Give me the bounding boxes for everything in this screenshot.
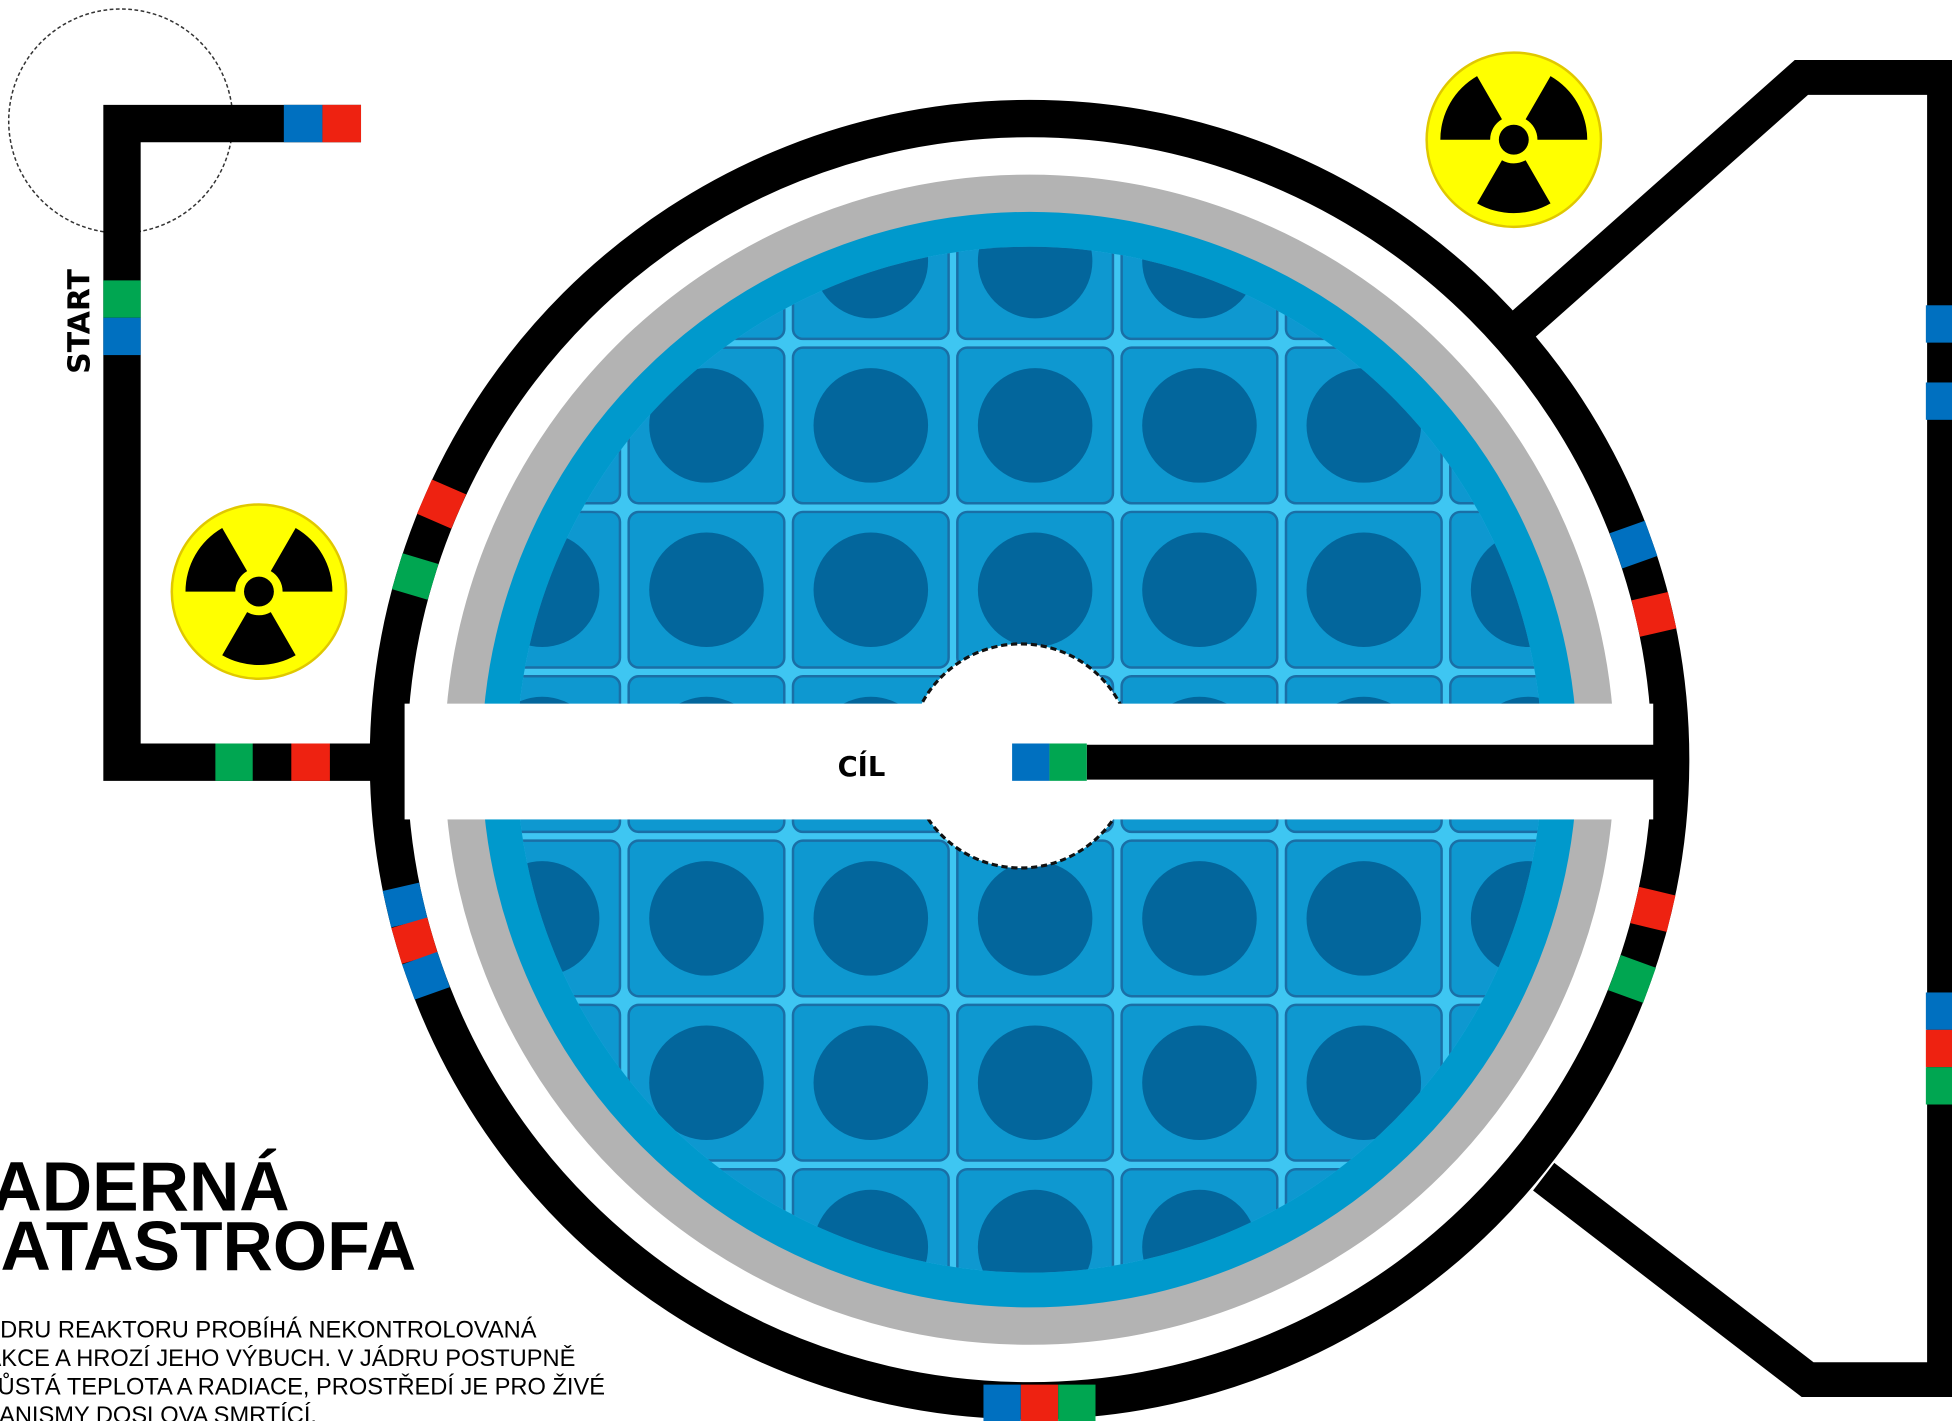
marker-green: [103, 280, 140, 317]
fuel-rod: [1142, 1025, 1257, 1140]
fuel-rod: [978, 532, 1093, 647]
fuel-rod: [978, 368, 1093, 483]
marker-green: [215, 743, 252, 780]
fuel-rod: [1307, 861, 1422, 976]
fuel-rod: [1635, 368, 1750, 483]
marker-blue: [1012, 743, 1049, 780]
marker-blue: [983, 1385, 1020, 1421]
finish-label: CÍL: [838, 751, 886, 783]
fuel-rod: [1635, 1354, 1750, 1421]
marker-green: [1926, 1067, 1952, 1104]
fuel-rod: [1471, 1354, 1586, 1421]
marker-red: [291, 743, 330, 780]
marker-blue: [1926, 992, 1952, 1029]
fuel-rod: [978, 861, 1093, 976]
description-line: REAKCE A HROZÍ JEHO VÝBUCH. V JÁDRU POST…: [0, 1345, 575, 1372]
title-line: KATASTROFA: [0, 1207, 416, 1285]
fuel-rod: [814, 861, 929, 976]
fuel-tile: [1615, 1005, 1771, 1161]
marker-red: [1926, 1030, 1952, 1067]
radiation-symbol: [1427, 53, 1601, 227]
fuel-rod: [1142, 861, 1257, 976]
fuel-rod: [814, 532, 929, 647]
hazard-center: [244, 577, 274, 607]
game-board: START CÍL JADERNÁ KATASTROFA V JÁDRU REA…: [0, 0, 1952, 1421]
fuel-tile: [1615, 348, 1771, 504]
fuel-rod: [1142, 532, 1257, 647]
radiation-symbol: [172, 504, 346, 678]
marker-red: [322, 105, 361, 142]
start-label: START: [63, 268, 98, 373]
fuel-tile: [1450, 1334, 1606, 1421]
fuel-rod: [1635, 1025, 1750, 1140]
marker-red: [1021, 1385, 1058, 1421]
fuel-rod: [1307, 532, 1422, 647]
marker-green: [1058, 1385, 1095, 1421]
marker-blue: [284, 105, 323, 142]
marker-blue: [103, 318, 140, 355]
fuel-rod: [649, 532, 764, 647]
fuel-rod: [649, 861, 764, 976]
fuel-rod: [978, 1025, 1093, 1140]
description-line: ORGANISMY DOSLOVA SMRTÍCÍ.: [0, 1402, 317, 1421]
marker-blue: [1926, 382, 1952, 419]
description-line: V JÁDRU REAKTORU PROBÍHÁ NEKONTROLOVANÁ: [0, 1316, 537, 1343]
fuel-rod: [814, 368, 929, 483]
fuel-rod: [649, 1354, 764, 1421]
page: START CÍL JADERNÁ KATASTROFA V JÁDRU REA…: [0, 0, 1952, 1421]
hazard-center: [1499, 125, 1529, 155]
fuel-rod: [1142, 368, 1257, 483]
marker-blue: [1926, 305, 1952, 342]
marker-green: [1049, 743, 1086, 780]
fuel-rod: [1307, 1354, 1422, 1421]
description-line: NARŮSTÁ TEPLOTA A RADIACE, PROSTŘEDÍ JE …: [0, 1372, 605, 1401]
fuel-rod: [814, 1025, 929, 1140]
